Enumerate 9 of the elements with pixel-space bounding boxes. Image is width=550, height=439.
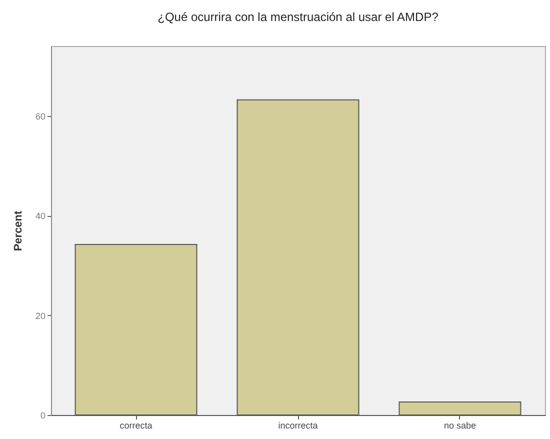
x-tick-label: correcta [120, 420, 152, 430]
y-axis-title: Percent [12, 210, 24, 252]
y-tick-label: 40 [35, 211, 46, 222]
x-tick-label: no sabe [444, 420, 476, 430]
chart-title: ¿Qué ocurrira con la menstruación al usar el AMDP? [158, 10, 439, 24]
y-tick-label: 0 [40, 410, 46, 420]
x-tick-label: incorrecta [278, 420, 318, 430]
y-tick-label: 60 [35, 111, 46, 122]
y-tick-label: 20 [35, 310, 46, 321]
